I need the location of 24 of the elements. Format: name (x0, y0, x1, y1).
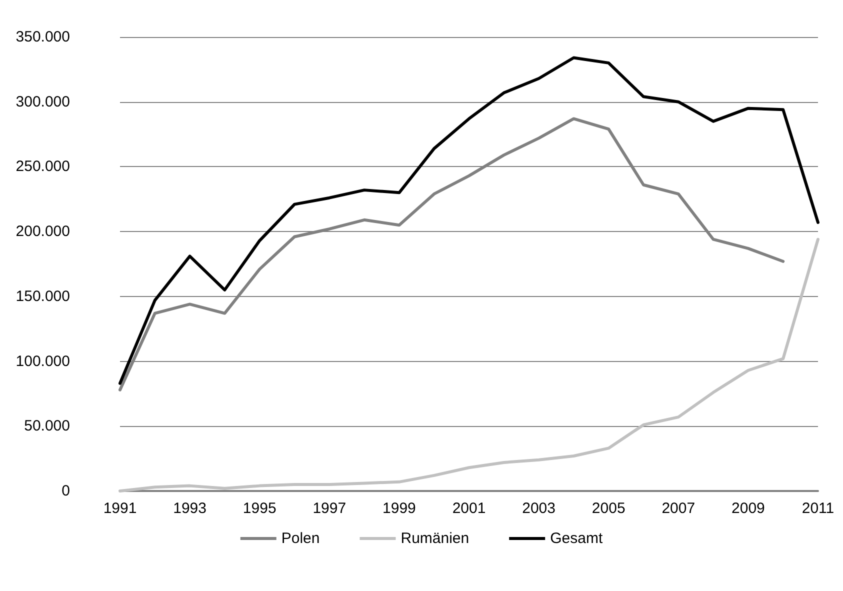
line-series (118, 56, 820, 385)
y-tick-label: 150.000 (16, 288, 70, 305)
x-tick-label: 2005 (592, 500, 626, 517)
x-tick-label: 2009 (732, 500, 765, 517)
y-tick-label: 0 (62, 482, 70, 500)
x-tick-label: 1993 (173, 500, 206, 517)
line-series (118, 238, 820, 492)
y-tick-label: 350.000 (16, 28, 70, 46)
x-tick-label: 2003 (522, 500, 556, 517)
y-tick-label: 100.000 (16, 352, 70, 370)
y-tick-label: 50.000 (24, 418, 70, 435)
x-tick-label: 1997 (312, 500, 346, 517)
legend-label: Gesamt (550, 530, 604, 547)
x-tick-label: 1999 (382, 500, 416, 517)
legend-label: Rumänien (400, 530, 470, 547)
x-tick-label: 2007 (662, 500, 696, 517)
x-tick-label: 1991 (103, 500, 137, 517)
x-tick-label: 1995 (242, 500, 276, 517)
y-tick-label: 300.000 (16, 93, 70, 110)
y-tick-label: 250.000 (16, 158, 70, 176)
x-tick-label: 2011 (802, 500, 834, 517)
y-tick-label: 200.000 (16, 223, 70, 240)
legend-label: Polen (281, 530, 320, 547)
x-tick-label: 2001 (452, 500, 486, 517)
